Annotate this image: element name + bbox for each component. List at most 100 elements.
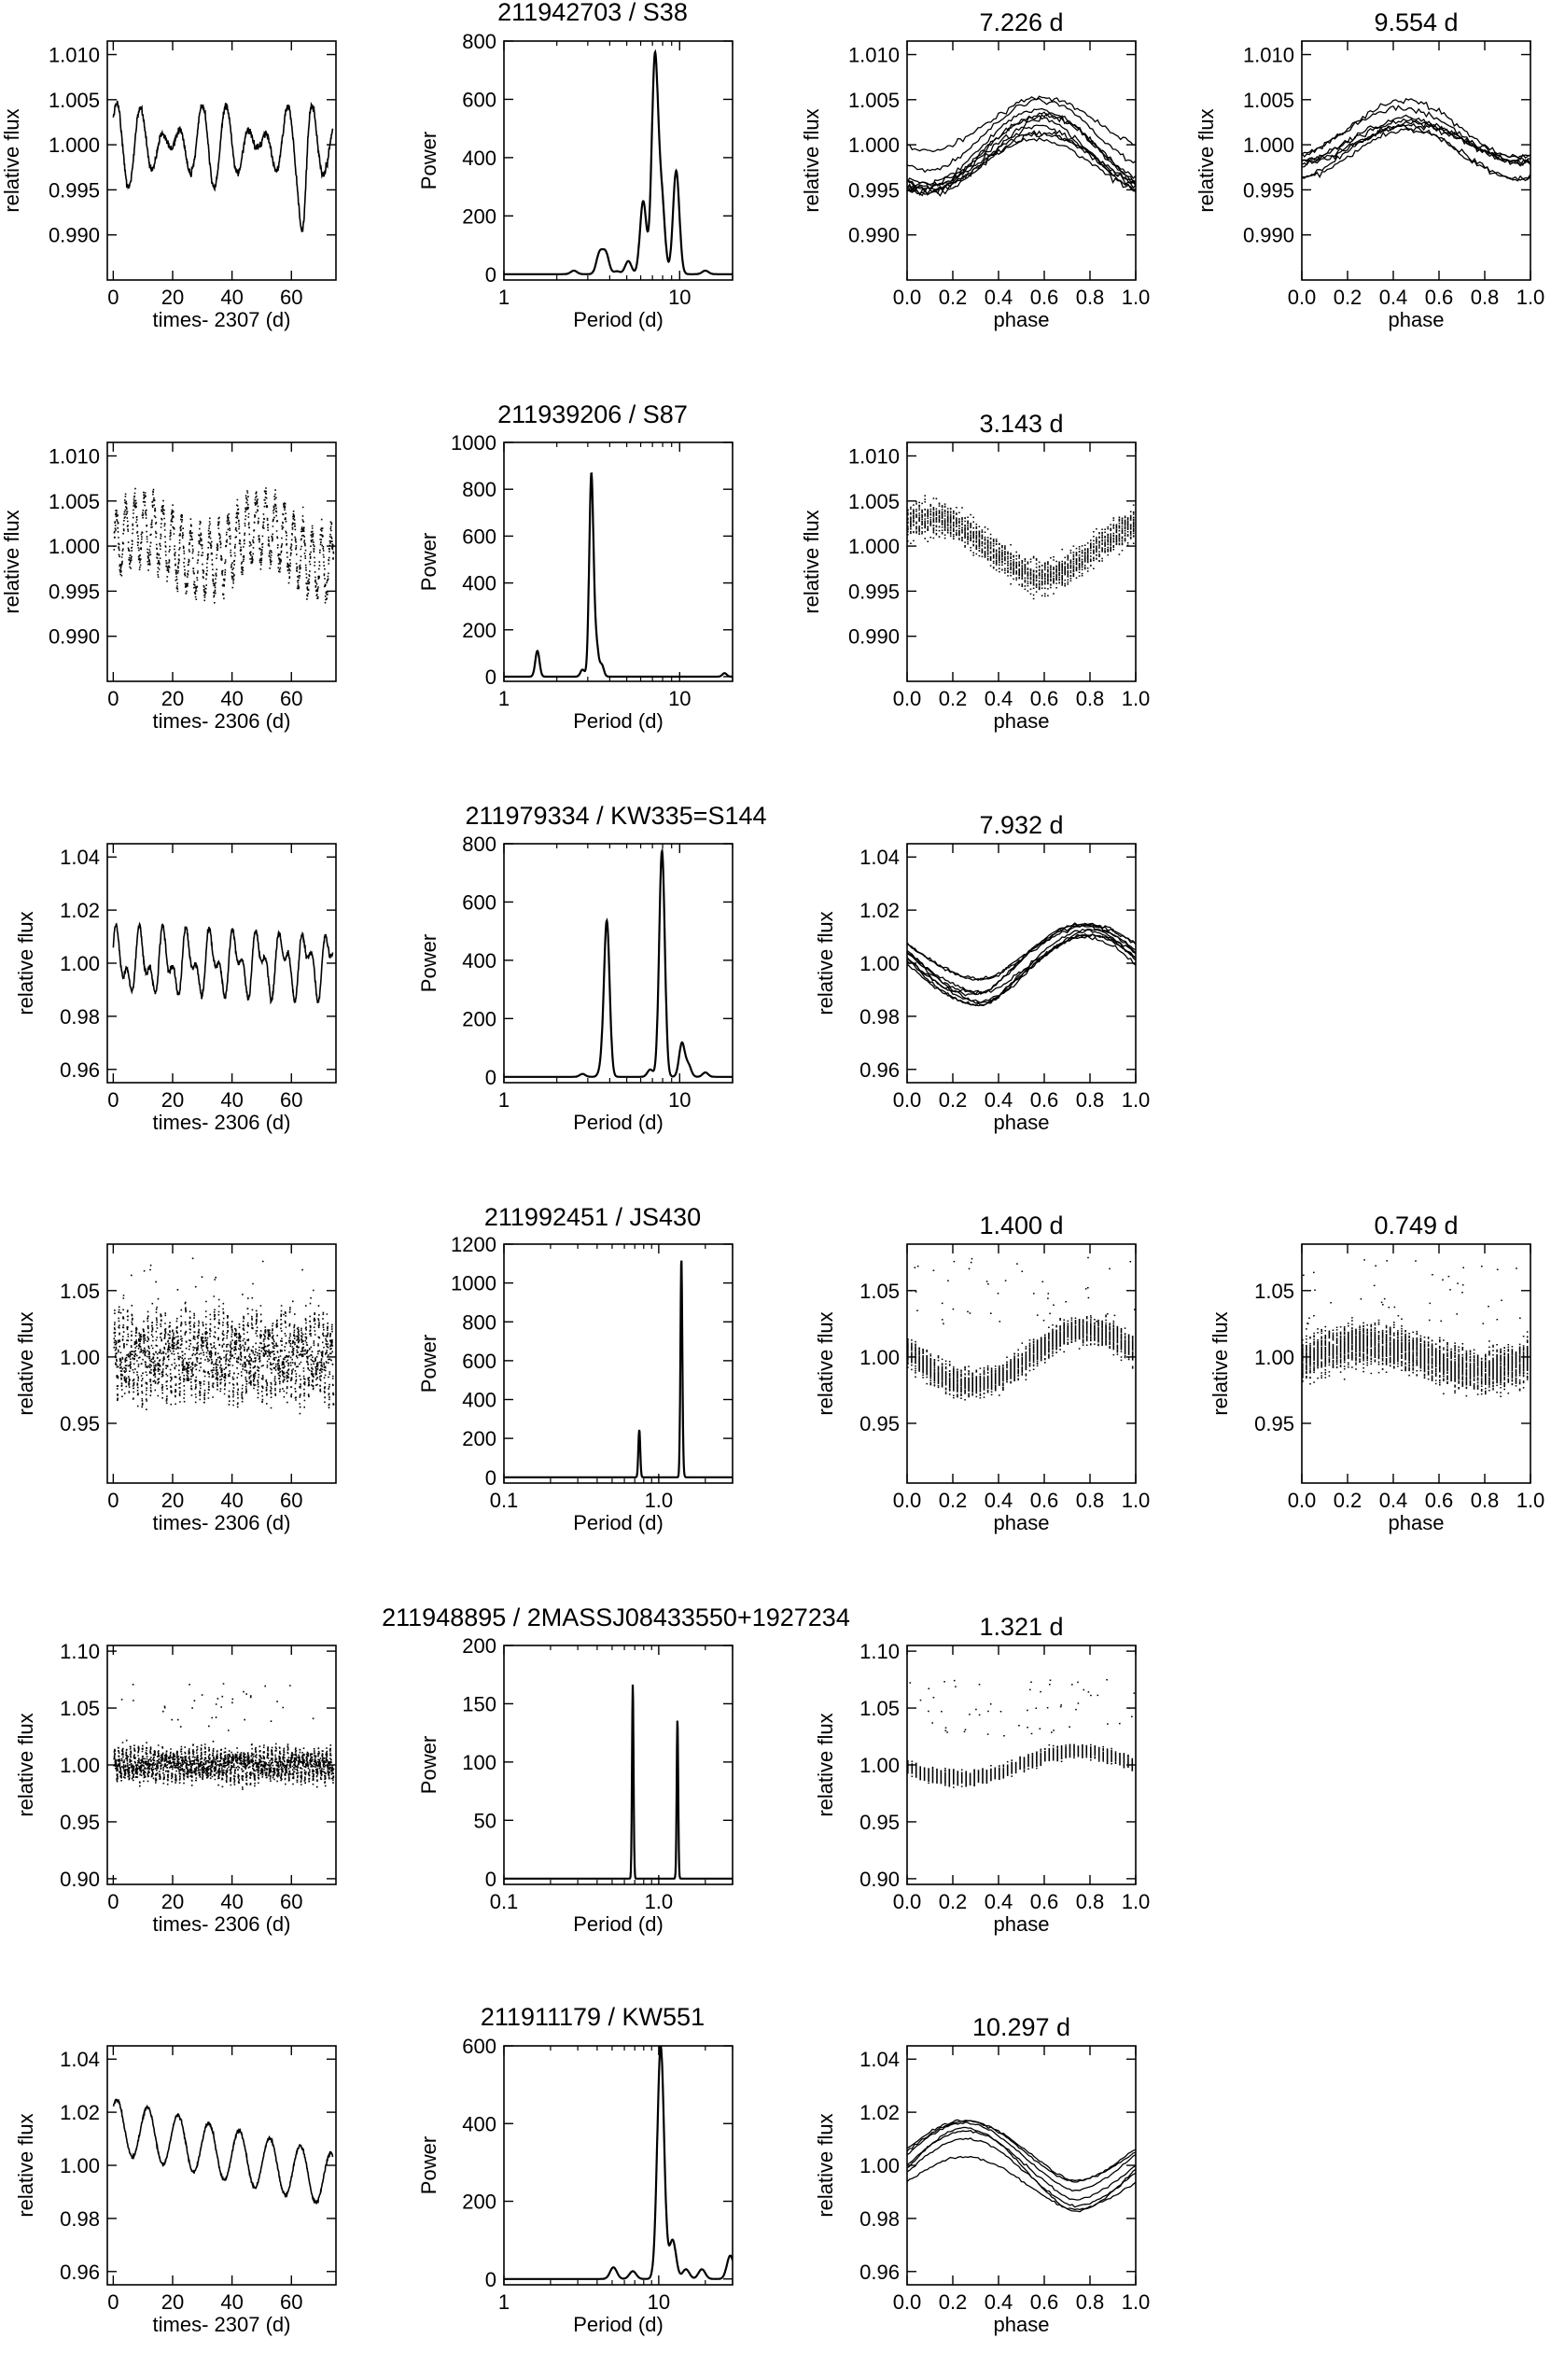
x-axis-label: Period (d) [573, 1111, 664, 1134]
x-tick-label: 20 [161, 687, 184, 710]
y-tick-label: 0.95 [1254, 1412, 1294, 1435]
plot-data [504, 2046, 733, 2280]
chart-panel-r2c0: 0 20 40 60 0.96 0.98 1.00 1.02 1.04 times- 2306 (… [14, 843, 337, 1134]
x-axis-label: phase [994, 1511, 1050, 1534]
y-tick-label: 1.02 [60, 899, 100, 922]
y-axis-label: relative flux [814, 1311, 837, 1415]
panel-title: 0.749 d [1374, 1211, 1458, 1239]
plot-data [907, 1256, 1136, 1401]
phase-cycle-7 [1302, 123, 1530, 182]
x-tick-label: 60 [280, 2290, 302, 2314]
x-tick-label: 1.0 [1122, 1088, 1151, 1112]
y-tick-label: 1.010 [848, 43, 900, 66]
x-axis-label: times- 2307 (d) [153, 308, 291, 331]
lightcurve-line [112, 921, 334, 1005]
y-tick-label: 150 [462, 1692, 496, 1715]
x-tick-label: 40 [220, 1088, 243, 1112]
x-axis-label: phase [994, 2313, 1050, 2336]
plot-data [112, 921, 334, 1005]
y-tick-label: 0.98 [60, 2207, 100, 2231]
x-tick-label: 0.6 [1425, 286, 1454, 309]
y-tick-label: 0.98 [859, 2207, 900, 2231]
x-axis: 1 10 [498, 2046, 734, 2314]
y-axis-label: relative flux [814, 2113, 837, 2217]
y-tick-label: 0.990 [49, 625, 100, 649]
x-axis: 0.1 1.0 [490, 1645, 734, 1913]
plot-frame [503, 2045, 734, 2286]
x-tick-label: 1.0 [645, 1489, 674, 1512]
phase-cycle-0 [907, 934, 1136, 1007]
x-tick-label: 0.2 [939, 1489, 968, 1512]
plot-frame [906, 441, 1137, 682]
y-axis: 0 200 400 600 [462, 2035, 733, 2291]
row-title-text: 211948895 / 2MASSJ08433550+1927234 [382, 1603, 850, 1631]
y-tick-label: 0.990 [848, 224, 900, 247]
phase-cycle-6 [907, 2129, 1136, 2201]
y-tick-label: 200 [462, 619, 496, 642]
x-tick-label: 0.4 [985, 286, 1013, 309]
y-axis-label: relative flux [814, 1713, 837, 1816]
x-axis: 0.0 0.2 0.4 0.6 0.8 1.0 [1288, 41, 1545, 309]
x-tick-label: 40 [220, 687, 243, 710]
y-tick-label: 800 [462, 478, 496, 501]
x-tick-label: 1.0 [1516, 1489, 1545, 1512]
plot-data [504, 1260, 733, 1478]
y-axis: 0.90 0.95 1.00 1.05 1.10 [60, 1640, 336, 1891]
x-tick-label: 20 [161, 286, 184, 309]
x-tick-label: 0.0 [1288, 1489, 1317, 1512]
periodogram-line [504, 847, 733, 1078]
y-tick-label: 1.005 [848, 490, 900, 513]
phase-cycle-4 [1302, 128, 1530, 182]
y-tick-label: 200 [462, 204, 496, 228]
chart-panel-r5c1: 1 10 0 200 400 600 Period (d) Power [417, 2035, 734, 2336]
phase-points [1302, 1259, 1530, 1398]
y-tick-label: 0.95 [60, 1412, 100, 1435]
x-tick-label: 40 [220, 286, 243, 309]
x-tick-label: 0.4 [1379, 1489, 1408, 1512]
y-tick-label: 0.995 [49, 178, 100, 202]
y-axis: 0 200 400 600 800 1000 [451, 431, 733, 689]
x-axis-label: times- 2306 (d) [153, 1111, 291, 1134]
y-tick-label: 400 [462, 147, 496, 170]
x-tick-label: 0.1 [490, 1489, 519, 1512]
y-tick-label: 0.995 [1243, 178, 1294, 202]
plot-data [113, 487, 335, 604]
y-tick-label: 1.005 [1243, 89, 1294, 112]
plot-data [112, 2098, 334, 2205]
x-tick-label: 1.0 [1122, 286, 1151, 309]
x-tick-label: 1.0 [645, 1890, 674, 1913]
plot-data [907, 495, 1136, 600]
x-axis: 1 10 [498, 41, 734, 309]
y-tick-label: 600 [462, 525, 496, 548]
y-axis: 0 200 400 600 800 1000 1200 [451, 1233, 733, 1490]
y-tick-label: 1.00 [1254, 1346, 1294, 1369]
x-tick-label: 1.0 [1122, 2290, 1151, 2314]
y-tick-label: 600 [462, 890, 496, 914]
y-tick-label: 1.010 [49, 444, 100, 468]
row-title-3: 211992451 / JS430 [484, 1203, 701, 1231]
row-title-5: 211911179 / KW551 [481, 2003, 705, 2031]
y-tick-label: 0.995 [848, 580, 900, 603]
x-axis-label: Period (d) [573, 1511, 664, 1534]
y-tick-label: 1.005 [49, 89, 100, 112]
x-tick-label: 0.8 [1471, 1489, 1500, 1512]
y-axis: 0.990 0.995 1.000 1.005 1.010 [49, 444, 336, 649]
x-tick-label: 0.2 [939, 1088, 968, 1112]
x-tick-label: 0.4 [1379, 286, 1408, 309]
x-tick-label: 1.0 [1122, 1489, 1151, 1512]
x-tick-label: 0.4 [985, 1489, 1013, 1512]
y-axis-label: relative flux [14, 1713, 37, 1816]
row-title-text: 211979334 / KW335=S144 [465, 802, 766, 830]
y-axis: 0.96 0.98 1.00 1.02 1.04 [859, 2048, 1136, 2284]
x-tick-label: 0.6 [1425, 1489, 1454, 1512]
y-tick-label: 1.05 [60, 1697, 100, 1720]
y-axis: 0 200 400 600 800 [462, 30, 733, 287]
y-axis-label: relative flux [800, 108, 823, 212]
y-tick-label: 200 [462, 1427, 496, 1450]
x-tick-label: 1.0 [1516, 286, 1545, 309]
y-tick-label: 1.005 [49, 490, 100, 513]
phase-cycle-7 [907, 932, 1136, 996]
plot-data [504, 49, 733, 275]
y-axis-label: relative flux [800, 510, 823, 613]
